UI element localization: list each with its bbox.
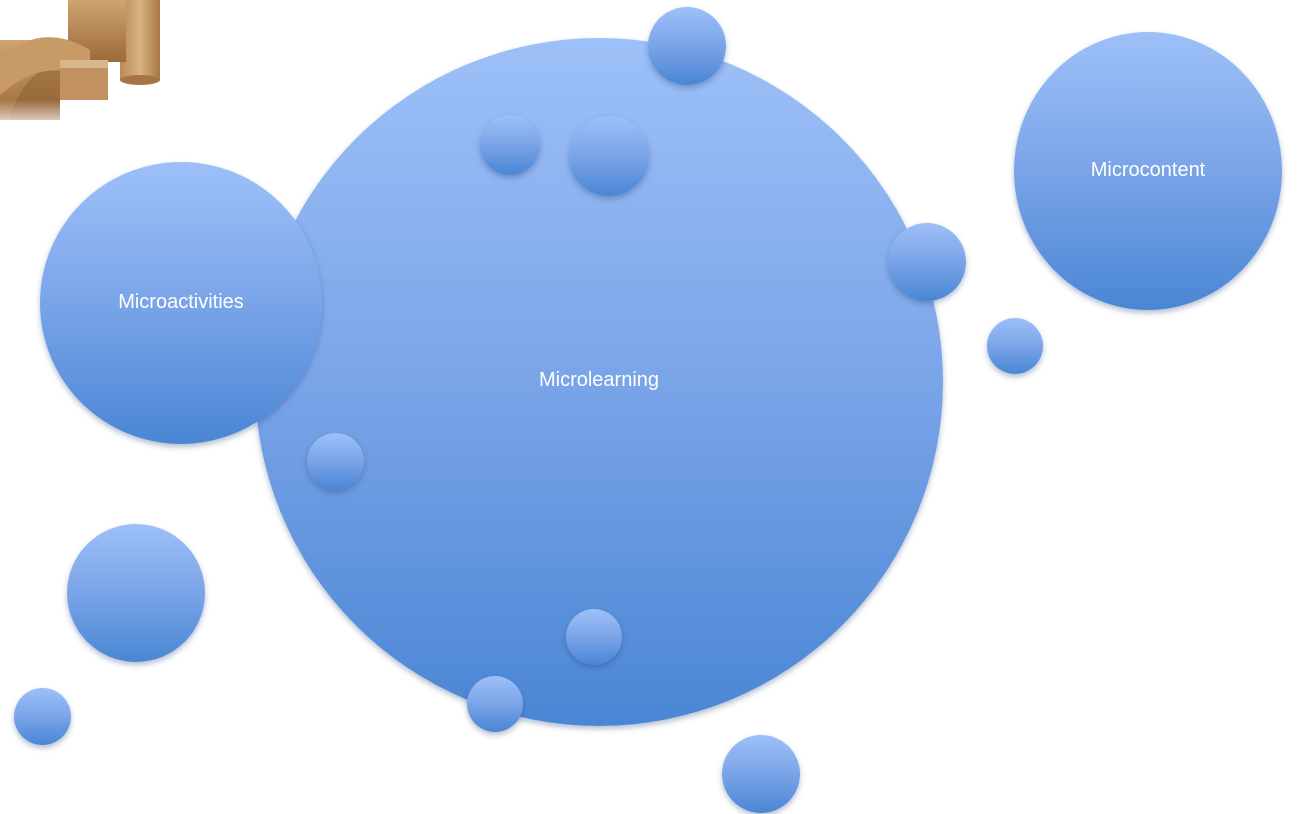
wooden-blocks-photo-icon: [0, 0, 172, 130]
right-label: Microcontent: [1090, 159, 1206, 181]
left-label: Microactivities: [118, 291, 244, 313]
small-bubble: [467, 676, 523, 732]
small-bubble: [566, 609, 622, 665]
small-bubble: [722, 735, 800, 813]
microcontent-bubble: Microcontent: [1014, 32, 1282, 310]
small-bubble: [888, 223, 966, 301]
small-bubble: [648, 7, 726, 85]
small-bubble: [307, 433, 364, 490]
small-bubble: [480, 115, 540, 175]
small-bubble: [987, 318, 1043, 374]
small-bubble: [67, 524, 205, 662]
small-bubble: [569, 116, 649, 196]
small-bubble: [14, 688, 71, 745]
microactivities-bubble: Microactivities: [40, 162, 322, 444]
center-label: Microlearning: [538, 369, 660, 391]
